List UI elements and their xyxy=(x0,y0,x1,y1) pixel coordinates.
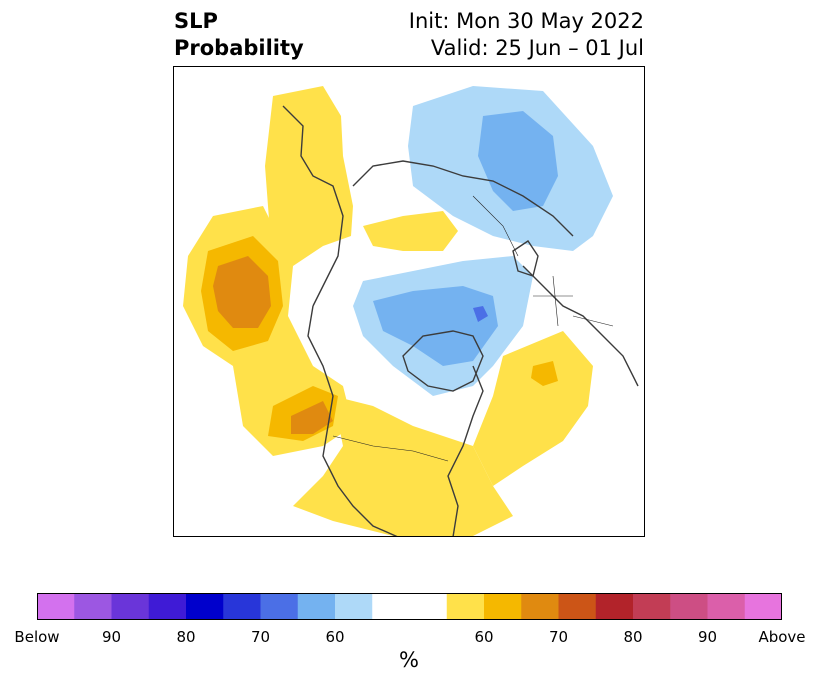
border-europe-grid xyxy=(533,275,614,327)
blue-center-arctic xyxy=(473,306,488,322)
coastline-greenland xyxy=(402,330,484,392)
colorbar xyxy=(37,593,782,620)
coastline-siberia xyxy=(352,160,574,237)
coastline-north-america-west xyxy=(307,305,399,537)
colorbar-cell xyxy=(521,593,559,620)
orange-region-pacific xyxy=(213,256,271,328)
colorbar-cell xyxy=(595,593,634,620)
colorbar-tick-label: 60 xyxy=(474,628,494,646)
map-title: SLP Probability xyxy=(174,8,304,62)
coastline-scandinavia xyxy=(512,240,539,277)
orange-region-west-coast xyxy=(291,401,333,434)
colorbar-cell xyxy=(37,593,75,620)
mid-blue-region-arctic xyxy=(373,286,498,366)
colorbar-tick-label: 70 xyxy=(250,628,271,646)
probability-map xyxy=(173,66,645,537)
title-type: Probability xyxy=(174,36,304,60)
political-borders xyxy=(332,195,614,462)
colorbar-cell xyxy=(260,593,299,620)
mid-blue-region-russia xyxy=(478,111,558,211)
colorbar-tick-label: 80 xyxy=(623,628,643,646)
colorbar-tick-label: Below xyxy=(14,628,60,646)
gold-region-atlantic xyxy=(531,361,558,386)
yellow-region-north-america xyxy=(293,396,513,536)
colorbar-cell xyxy=(484,593,522,620)
colorbar-tick-label: 80 xyxy=(176,628,196,646)
coastline-europe xyxy=(522,265,639,387)
colorbar-cell xyxy=(335,593,373,620)
colorbar-tick-label: 70 xyxy=(548,628,569,646)
coastline-alaska xyxy=(282,105,344,307)
colorbar-cell xyxy=(409,593,448,620)
colorbar-cell xyxy=(148,593,187,620)
colorbar-cell xyxy=(446,593,485,620)
below-normal-regions xyxy=(353,86,613,396)
colorbar-cell xyxy=(558,593,597,620)
colorbar-tick-label: Above xyxy=(758,628,806,646)
colorbar-cell xyxy=(186,593,224,620)
title-variable: SLP xyxy=(174,9,218,33)
colorbar-cell xyxy=(744,593,782,620)
colorbar-cell xyxy=(111,593,150,620)
colorbar-cell xyxy=(372,593,410,620)
coastline-north-america-east xyxy=(447,365,484,537)
colorbar-cell xyxy=(633,593,671,620)
colorbar-cell xyxy=(670,593,708,620)
border-russia-west xyxy=(472,195,519,257)
coastlines xyxy=(282,105,639,537)
init-date: Init: Mon 30 May 2022 xyxy=(408,9,644,33)
yellow-region-siberia xyxy=(363,211,458,251)
colorbar-tick-label: 60 xyxy=(325,628,345,646)
valid-range: Valid: 25 Jun – 01 Jul xyxy=(430,36,644,60)
yellow-region-atlantic xyxy=(473,331,593,486)
border-usa-canada xyxy=(332,435,449,462)
colorbar-cell xyxy=(297,593,336,620)
above-normal-regions xyxy=(183,86,593,536)
colorbar-tick-label: 90 xyxy=(697,628,718,646)
colorbar-tick-label: 90 xyxy=(101,628,122,646)
colorbar-cell xyxy=(74,593,112,620)
colorbar-unit: % xyxy=(399,648,419,672)
map-dates: Init: Mon 30 May 2022 Valid: 25 Jun – 01… xyxy=(409,8,644,62)
colorbar-cell xyxy=(707,593,746,620)
colorbar-cell xyxy=(223,593,261,620)
yellow-region-alaska xyxy=(265,86,353,266)
